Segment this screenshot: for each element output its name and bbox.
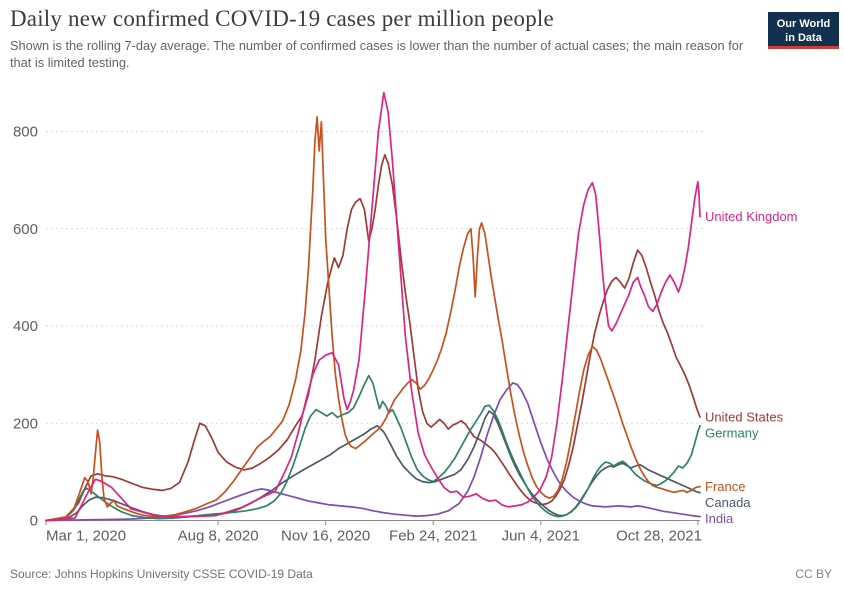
x-axis-tick-label: Feb 24, 2021 (389, 528, 477, 545)
series-line-france[interactable] (45, 116, 701, 522)
x-axis-tick-label: Jun 4, 2021 (502, 528, 580, 545)
y-axis-tick-label: 200 (13, 415, 38, 432)
series-line-united-kingdom[interactable] (45, 91, 701, 522)
x-axis-tick-label: Nov 16, 2020 (281, 528, 370, 545)
owid-logo[interactable]: Our World in Data (768, 12, 839, 49)
x-axis-tick-label: Aug 8, 2020 (178, 528, 259, 545)
page-title: Daily new confirmed COVID-19 cases per m… (10, 6, 554, 31)
series-label-united-kingdom[interactable]: United Kingdom (705, 209, 798, 224)
series-label-france[interactable]: France (705, 479, 745, 494)
x-axis-tick-label: Oct 28, 2021 (616, 528, 702, 545)
series-line-india[interactable] (45, 382, 701, 522)
y-axis-tick-label: 0 (30, 513, 38, 530)
series-label-germany[interactable]: Germany (705, 425, 759, 440)
series-line-germany[interactable] (45, 374, 701, 522)
chart-subtitle: Shown is the rolling 7-day average. The … (10, 38, 744, 70)
license-badge[interactable]: CC BY (795, 567, 832, 581)
x-axis-tick-label: Mar 1, 2020 (46, 528, 126, 545)
y-axis-tick-label: 800 (13, 124, 38, 141)
y-axis-tick-label: 600 (13, 221, 38, 238)
series-label-canada[interactable]: Canada (705, 495, 751, 510)
source-note: Source: Johns Hopkins University CSSE CO… (10, 567, 313, 581)
logo-line2: in Data (785, 31, 822, 44)
series-label-united-states[interactable]: United States (705, 409, 784, 424)
series-label-india[interactable]: India (705, 511, 734, 526)
series-line-united-states[interactable] (45, 153, 701, 522)
logo-line1: Our World (776, 18, 831, 30)
y-axis-tick-label: 400 (13, 318, 38, 335)
